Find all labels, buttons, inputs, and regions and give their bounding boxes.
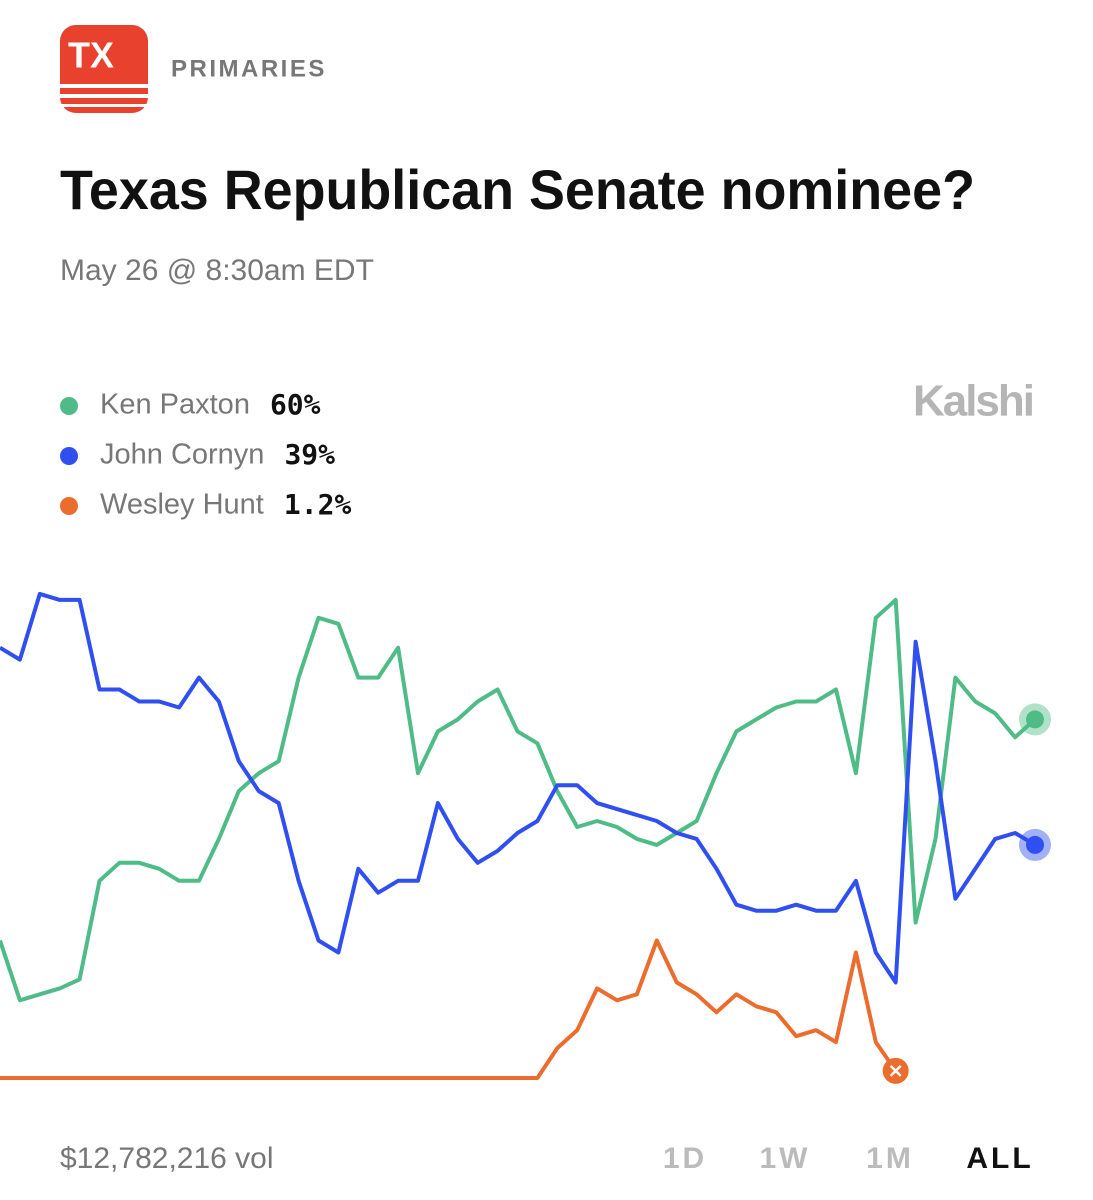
badge-stripe [60, 104, 148, 107]
legend-dot [60, 397, 78, 415]
range-button[interactable]: 1M [866, 1142, 914, 1175]
range-button[interactable]: 1D [663, 1142, 707, 1175]
series-line [0, 591, 1037, 985]
range-button[interactable]: ALL [966, 1142, 1033, 1175]
end-dot [1026, 835, 1044, 854]
subtitle: May 26 @ 8:30am EDT [60, 254, 374, 287]
series-line [0, 938, 898, 1080]
range-button[interactable]: 1W [760, 1142, 811, 1175]
category: PRIMARIES [171, 55, 327, 82]
legend-name: John Cornyn [100, 439, 264, 471]
series-line [0, 597, 1037, 1003]
legend-name: Ken Paxton [100, 389, 250, 421]
badge-bg [60, 25, 148, 113]
end-dot [1026, 710, 1044, 729]
brand: Kalshi [913, 377, 1033, 426]
volume: $12,782,216 vol [60, 1142, 274, 1175]
badge-stripe [60, 84, 148, 88]
end-marker [882, 1057, 909, 1084]
title: Texas Republican Senate nominee? [60, 158, 975, 221]
plot [0, 591, 1051, 1084]
legend-value: 1.2% [284, 488, 352, 521]
badge-text: TX [68, 35, 114, 76]
end-cross [889, 1064, 902, 1077]
legend-value: 39% [284, 438, 335, 471]
legend-dot [60, 447, 78, 465]
legend-name: Wesley Hunt [100, 489, 264, 521]
badge-stripe [60, 94, 148, 98]
badge: TX [60, 25, 148, 113]
legend-dot [60, 497, 78, 515]
legend-value: 60% [270, 388, 321, 421]
